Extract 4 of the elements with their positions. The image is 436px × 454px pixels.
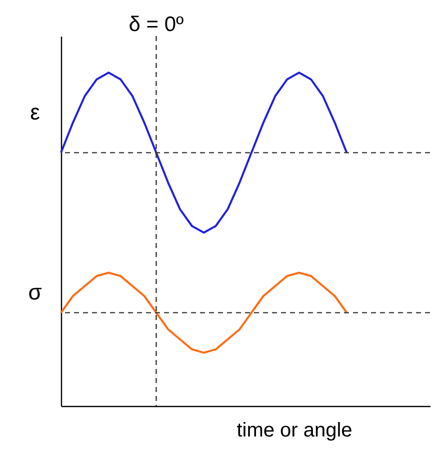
series-label: σ	[28, 280, 42, 305]
text: δ = 0º	[128, 13, 184, 36]
series-label: ε	[30, 100, 40, 125]
x-axis-title: time or angle	[236, 420, 352, 442]
